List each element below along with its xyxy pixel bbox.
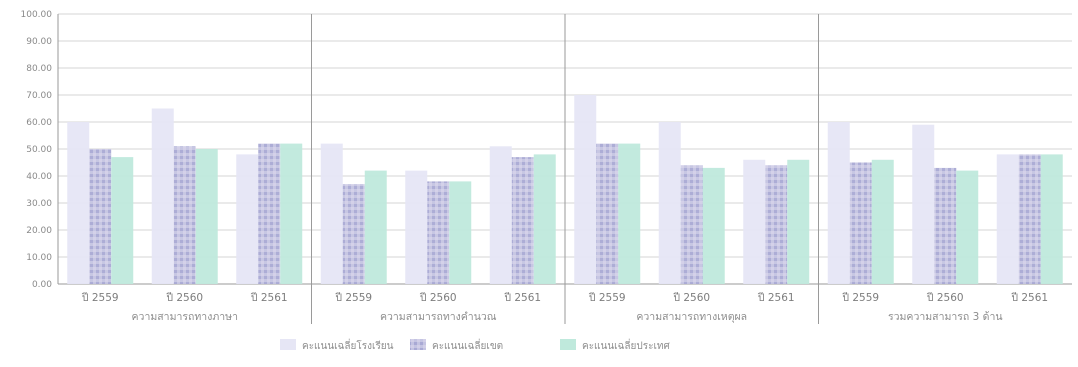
x-tick-label: ปี 2560 [673,291,710,304]
y-tick-label: 80.00 [26,64,52,74]
bar [280,143,303,284]
group-label: ความสามารถทางเหตุผล [636,311,747,323]
x-tick-label: ปี 2559 [842,291,879,304]
x-tick-label: ปี 2560 [420,291,457,304]
y-tick-label: 0.00 [32,280,52,290]
bar [1018,154,1041,284]
bar [765,165,788,284]
bar [489,146,512,284]
legend-swatch [280,339,296,350]
bar [195,149,218,284]
bar [996,154,1019,284]
bar [511,157,534,284]
bar [173,146,196,284]
legend-swatch [410,339,426,350]
bar [67,122,90,284]
x-tick-label: ปี 2561 [1011,291,1048,304]
bar [364,170,387,284]
legend-label: คะแนนเฉลี่ยโรงเรียน [302,338,394,352]
legend-swatch [560,339,576,350]
bar [320,143,343,284]
y-tick-label: 40.00 [26,172,52,182]
x-tick-label: ปี 2561 [251,291,288,304]
bar [912,124,935,284]
y-tick-label: 100.00 [21,10,53,20]
bar [934,167,957,284]
x-tick-label: ปี 2560 [166,291,203,304]
bar [89,149,112,284]
x-tick-label: ปี 2560 [927,291,964,304]
x-tick-label: ปี 2559 [335,291,372,304]
group-label: ความสามารถทางคำนวณ [380,311,497,323]
group-label: รวมความสามารถ 3 ด้าน [888,311,1003,323]
y-tick-label: 10.00 [26,253,52,263]
bar [849,162,872,284]
legend-label: คะแนนเฉลี่ยประเทศ [582,338,670,352]
bar [111,157,134,284]
bar [151,108,174,284]
bar [871,159,894,284]
bar [1040,154,1063,284]
y-tick-label: 30.00 [26,199,52,209]
group-label: ความสามารถทางภาษา [132,311,238,323]
bar [618,143,641,284]
x-tick-label: ปี 2559 [589,291,626,304]
bar [342,184,365,284]
x-tick-label: ปี 2559 [82,291,119,304]
y-tick-label: 90.00 [26,37,52,47]
bar [956,170,979,284]
bar [574,95,597,284]
y-tick-label: 60.00 [26,118,52,128]
bar [658,122,681,284]
bar [827,122,850,284]
bar [405,170,428,284]
x-tick-label: ปี 2561 [758,291,795,304]
y-tick-label: 20.00 [26,226,52,236]
legend-label: คะแนนเฉลี่ยเขต [432,338,503,352]
bar [533,154,556,284]
bar [743,159,766,284]
x-tick-label: ปี 2561 [504,291,541,304]
bar [702,167,725,284]
bar [236,154,259,284]
bar [596,143,619,284]
bar [427,181,450,284]
y-tick-label: 50.00 [26,145,52,155]
bar [258,143,281,284]
bar [449,181,472,284]
y-tick-label: 70.00 [26,91,52,101]
bar [680,165,703,284]
bar [787,159,810,284]
